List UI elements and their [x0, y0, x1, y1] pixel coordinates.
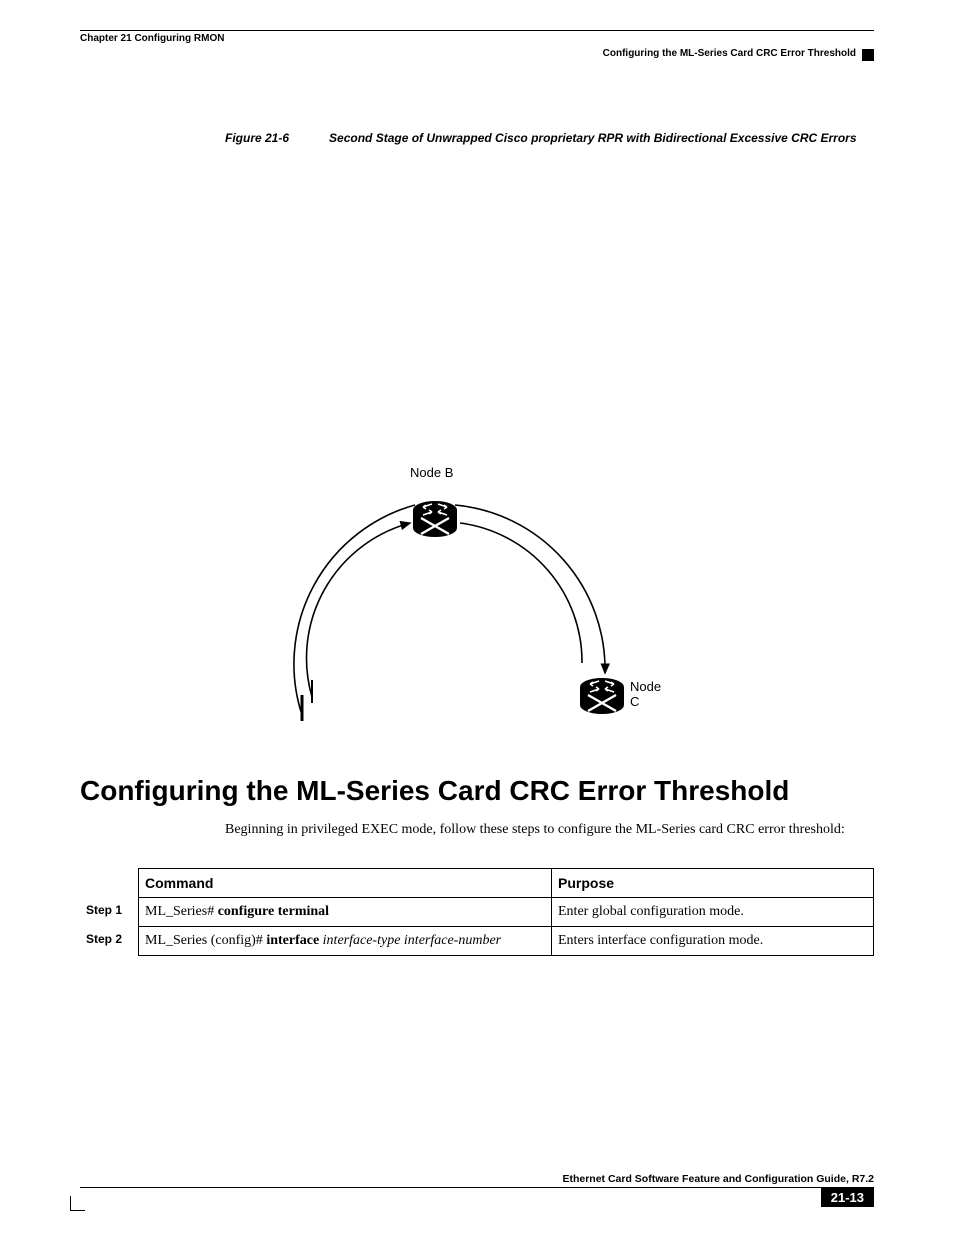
- page-number-badge: 21-13: [821, 1188, 874, 1207]
- cmd-prefix: ML_Series#: [145, 904, 218, 919]
- header-square-icon: [862, 49, 874, 61]
- corner-crop-mark-icon: [70, 1196, 85, 1211]
- section-header: Configuring the ML-Series Card CRC Error…: [603, 48, 856, 59]
- table-row: Step 1 ML_Series# configure terminal Ent…: [80, 897, 874, 926]
- cmd-prefix: ML_Series (config)#: [145, 933, 266, 948]
- cmd-bold: interface: [266, 933, 319, 948]
- header-bar: Configuring the ML-Series Card CRC Error…: [80, 48, 874, 61]
- figure-number: Figure 21-6: [225, 131, 289, 145]
- footer-title: Ethernet Card Software Feature and Confi…: [80, 1173, 874, 1188]
- step-label: Step 2: [80, 926, 139, 955]
- cmd-ital: interface-type interface-number: [319, 933, 501, 948]
- purpose-cell: Enter global configuration mode.: [552, 897, 874, 926]
- command-cell: ML_Series# configure terminal: [139, 897, 552, 926]
- table-row: Step 2 ML_Series (config)# interface int…: [80, 926, 874, 955]
- figure-title: Second Stage of Unwrapped Cisco propriet…: [329, 131, 874, 145]
- diagram-svg: [210, 465, 650, 745]
- node-c-label: Node C: [630, 679, 661, 709]
- page-footer: Ethernet Card Software Feature and Confi…: [80, 1173, 874, 1207]
- command-cell: ML_Series (config)# interface interface-…: [139, 926, 552, 955]
- th-command: Command: [139, 868, 552, 897]
- th-purpose: Purpose: [552, 868, 874, 897]
- th-step-blank: [80, 868, 139, 897]
- purpose-cell: Enters interface configuration mode.: [552, 926, 874, 955]
- page-container: Chapter 21 Configuring RMON Configuring …: [0, 0, 954, 1235]
- chapter-header: Chapter 21 Configuring RMON: [80, 30, 874, 44]
- node-b-label: Node B: [410, 465, 453, 480]
- section-intro: Beginning in privileged EXEC mode, follo…: [225, 821, 874, 840]
- rpr-diagram: Node B Node C: [210, 465, 650, 745]
- steps-table: Command Purpose Step 1 ML_Series# config…: [80, 868, 874, 956]
- step-label: Step 1: [80, 897, 139, 926]
- section-heading: Configuring the ML-Series Card CRC Error…: [80, 775, 874, 807]
- cmd-bold: configure terminal: [218, 904, 329, 919]
- figure-caption: Figure 21-6 Second Stage of Unwrapped Ci…: [225, 131, 874, 145]
